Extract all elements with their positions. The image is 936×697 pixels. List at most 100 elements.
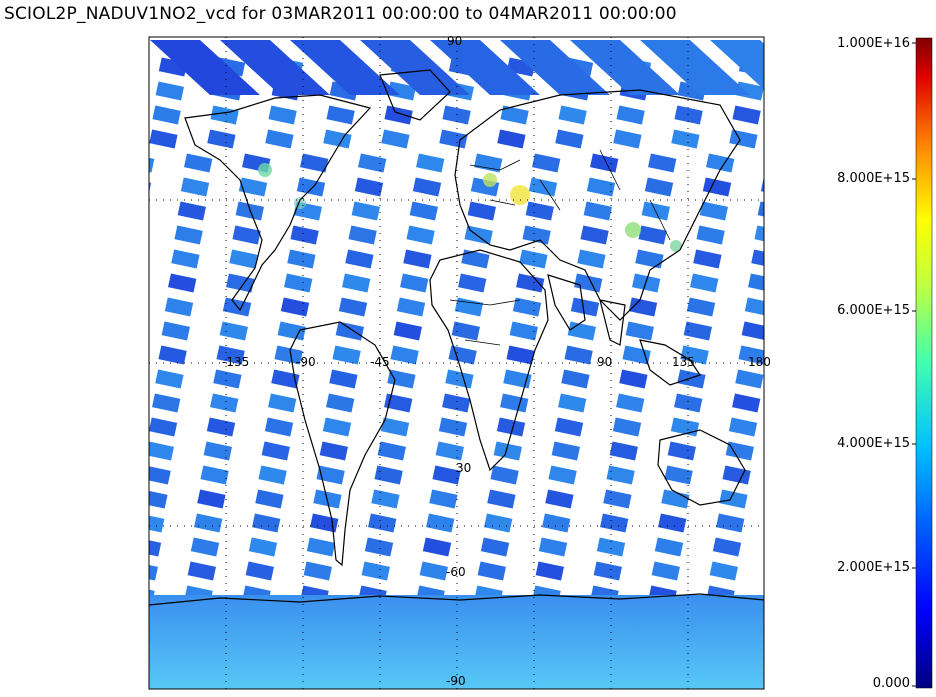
swath-segment (609, 441, 638, 461)
swath-segment (496, 417, 526, 437)
swath-segment (149, 129, 178, 149)
swath-segment (416, 153, 445, 173)
swath-segment (835, 489, 863, 508)
swath-segment (561, 369, 590, 389)
swath-segment (613, 129, 642, 149)
swath-segment (326, 105, 355, 125)
swath-segment (771, 537, 799, 556)
swath-segment (200, 465, 229, 485)
swath-segment (377, 441, 406, 461)
swath-segment (264, 417, 294, 437)
swath-segment (268, 105, 297, 125)
lat-label-30: 30 (456, 461, 471, 475)
swath-segment (187, 561, 216, 581)
swath-segment (497, 129, 526, 149)
swath-segment (438, 417, 468, 437)
swath-segment (155, 369, 184, 389)
swath-segment (558, 105, 587, 125)
swath-segment (68, 585, 96, 604)
swath-segment (332, 345, 361, 365)
swath-segment (551, 441, 580, 461)
swath-segment (232, 225, 261, 245)
swath-segment (738, 345, 764, 365)
swath-segment (596, 537, 626, 557)
swath-segment (390, 345, 419, 365)
swath-segment (829, 537, 857, 556)
polar-swath (360, 40, 470, 95)
swath-segment (603, 489, 632, 509)
swath-segment (480, 537, 510, 557)
swath-segment (787, 417, 815, 436)
swath-segment (725, 441, 754, 461)
satellite-swaths (68, 40, 895, 605)
colorbar-label-max: 1.000E+16 (837, 36, 910, 51)
polar-swath (430, 40, 540, 95)
swath-segment (306, 537, 336, 557)
swath-segment (477, 561, 506, 581)
antarctica-coverage (149, 595, 764, 689)
polar-swath (150, 40, 260, 95)
swath-segment (503, 369, 532, 389)
swath-segment (158, 345, 187, 365)
swath-segment (686, 297, 716, 317)
swath-segment (419, 561, 448, 581)
swath-segment (777, 489, 805, 508)
swath-segment (735, 369, 764, 389)
swath-segment (326, 393, 355, 413)
swath-segment (113, 249, 141, 268)
swath-segment (671, 129, 700, 149)
swath-segment (248, 537, 278, 557)
swath-segment (812, 225, 840, 244)
swath-segment (229, 249, 258, 269)
swath-segment (342, 273, 371, 293)
swath-segment (303, 561, 332, 581)
swath-segment (406, 225, 435, 245)
swath-segment (545, 489, 574, 509)
swath-segment (732, 393, 761, 413)
swath-segment (265, 129, 294, 149)
swath-segment (171, 249, 200, 269)
swath-segment (296, 177, 326, 197)
swath-segment (152, 105, 181, 125)
map-frame (148, 36, 765, 690)
swath-segment (207, 129, 236, 149)
swath-segment (91, 417, 119, 436)
swath-segment (361, 561, 390, 581)
swath-segment (97, 369, 125, 388)
swath-segment (338, 297, 368, 317)
swath-segment (796, 345, 824, 364)
colorbar-label-8e15: 8.000E+15 (837, 171, 910, 186)
swath-segment (832, 513, 860, 532)
swath-segment (764, 585, 792, 604)
swath-segment (177, 201, 206, 221)
swath-segment (268, 393, 297, 413)
swath-segment (506, 345, 535, 365)
swath-segment (149, 561, 158, 581)
swath-segment (787, 129, 815, 148)
polar-swath (500, 40, 610, 95)
swath-segment (760, 177, 764, 197)
lon-label-90: 90 (597, 355, 612, 369)
swath-segment (606, 465, 635, 485)
swath-segment (75, 537, 103, 556)
swath-segment (149, 465, 171, 485)
swath-segment (867, 249, 895, 268)
swath-segment (380, 417, 410, 437)
swath-segment (754, 225, 764, 245)
swath-segment (348, 225, 377, 245)
swath-segment (210, 393, 239, 413)
swath-segment (648, 153, 677, 173)
swath-segment (100, 345, 128, 364)
swath-segment (345, 249, 374, 269)
swath-segment (203, 441, 232, 461)
swath-segment (855, 57, 883, 76)
swath-segment (509, 321, 538, 341)
swath-segment (194, 513, 223, 533)
swath-segment (274, 345, 303, 365)
swath-segment (258, 465, 287, 485)
lon-label-135: 135 (672, 355, 695, 369)
swath-segment (806, 273, 834, 292)
swath-segment (751, 249, 764, 269)
swath-segment (280, 297, 310, 317)
swath-segment (351, 201, 380, 221)
